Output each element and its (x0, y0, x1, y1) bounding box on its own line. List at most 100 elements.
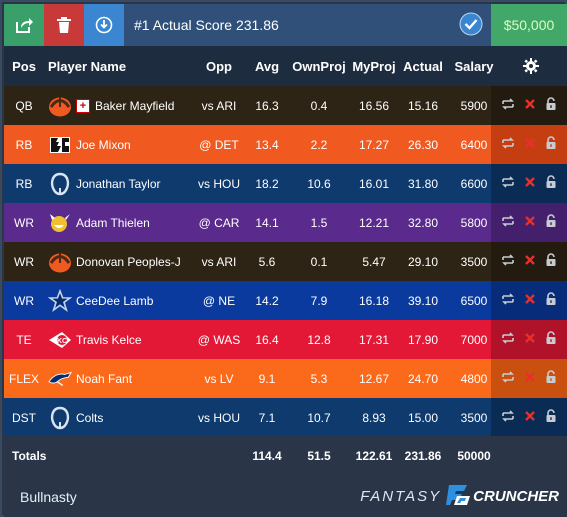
swap-icon[interactable] (501, 176, 515, 191)
swap-icon[interactable] (501, 371, 515, 386)
lock-icon[interactable] (545, 409, 557, 426)
player-myproj[interactable]: 16.01 (358, 176, 390, 191)
col-player[interactable]: Player Name (48, 58, 127, 74)
player-avg: 16.3 (255, 98, 279, 113)
x-remove-icon[interactable] (524, 137, 536, 152)
lineup-toolbar: #1 Actual Score 231.86 $50,000 (4, 4, 567, 46)
team-logo-icon (48, 250, 72, 274)
row-actions (491, 281, 567, 320)
player-opp: vs LV (204, 371, 234, 386)
lock-icon[interactable] (545, 370, 557, 387)
swap-icon[interactable] (501, 98, 515, 113)
table-row[interactable]: QB + Baker Mayfield vs ARI 16.3 0.4 16.56 15.16… (4, 86, 567, 125)
player-opp: vs HOU (198, 410, 240, 425)
table-row[interactable]: DST Colts vs HOU 7.1 10.7 8.93 15.00 3500 (4, 398, 567, 437)
player-myproj[interactable]: 5.47 (362, 254, 386, 269)
lock-icon[interactable] (545, 97, 557, 114)
player-opp: vs ARI (201, 98, 237, 113)
player-myproj[interactable]: 17.31 (358, 332, 390, 347)
swap-icon[interactable] (501, 254, 515, 269)
col-myproj[interactable]: MyProj (352, 58, 396, 74)
player-actual: 17.90 (407, 332, 439, 347)
lock-icon[interactable] (545, 214, 557, 231)
player-opp: vs HOU (198, 176, 240, 191)
table-row[interactable]: TE KC Travis Kelce @ WAS 16.4 12.8 17.31 17.90 7… (4, 320, 567, 359)
player-pos: WR (14, 215, 34, 230)
export-button[interactable] (4, 4, 44, 46)
x-remove-icon[interactable] (524, 371, 536, 386)
table-row[interactable]: RB Jonathan Taylor vs HOU 18.2 10.6 16.01 31.8… (4, 164, 567, 203)
table-row[interactable]: WR Adam Thielen @ CAR 14.1 1.5 12.21 32.80 5800 (4, 203, 567, 242)
player-cell[interactable]: CeeDee Lamb (44, 288, 192, 313)
player-myproj[interactable]: 12.21 (358, 215, 390, 230)
totals-ownproj: 51.5 (307, 449, 331, 463)
x-remove-icon[interactable] (524, 215, 536, 230)
totals-salary: 50000 (457, 449, 491, 463)
row-actions (491, 320, 567, 359)
player-actual: 39.10 (407, 293, 439, 308)
player-ownproj: 7.9 (310, 293, 328, 308)
team-logo-icon (48, 211, 72, 235)
player-cell[interactable]: + Baker Mayfield (44, 94, 192, 118)
download-button[interactable] (84, 4, 124, 46)
lock-icon[interactable] (545, 331, 557, 348)
lock-icon[interactable] (545, 175, 557, 192)
player-myproj[interactable]: 16.18 (358, 293, 390, 308)
col-avg[interactable]: Avg (254, 58, 280, 74)
fantasy-cruncher-logo: FANTASY CRUNCHER (360, 482, 567, 511)
lock-icon[interactable] (545, 292, 557, 309)
swap-icon[interactable] (501, 332, 515, 347)
player-myproj[interactable]: 16.56 (358, 98, 390, 113)
player-myproj[interactable]: 17.27 (358, 137, 390, 152)
select-lineup-check[interactable] (451, 4, 491, 46)
col-opp[interactable]: Opp (206, 58, 232, 74)
col-ownproj[interactable]: OwnProj (292, 58, 346, 74)
lock-icon[interactable] (545, 253, 557, 270)
player-cell[interactable]: Joe Mixon (44, 133, 192, 157)
player-cell[interactable]: Donovan Peoples-J (44, 250, 192, 274)
col-actual[interactable]: Actual (403, 58, 443, 74)
settings-button[interactable] (523, 58, 539, 77)
x-remove-icon[interactable] (524, 410, 536, 425)
swap-icon[interactable] (501, 215, 515, 230)
player-cell[interactable]: Adam Thielen (44, 211, 192, 235)
brand-mark-icon (445, 482, 471, 511)
player-name: Adam Thielen (76, 215, 150, 230)
player-avg: 5.6 (258, 254, 276, 269)
player-pos: WR (14, 293, 34, 308)
player-cell[interactable]: KC Travis Kelce (44, 328, 192, 352)
team-logo-icon (48, 367, 72, 391)
swap-icon[interactable] (501, 293, 515, 308)
x-remove-icon[interactable] (524, 98, 536, 113)
table-row[interactable]: WR Donovan Peoples-J vs ARI 5.6 0.1 5.47 29.10… (4, 242, 567, 281)
player-cell[interactable]: Colts (44, 406, 192, 430)
brand-cruncher-text: CRUNCHER (473, 488, 559, 505)
lock-icon[interactable] (545, 136, 557, 153)
table-row[interactable]: RB Joe Mixon @ DET 13.4 2.2 17.27 26.30 6400 (4, 125, 567, 164)
player-pos: DST (12, 410, 36, 425)
x-remove-icon[interactable] (524, 293, 536, 308)
row-actions (491, 164, 567, 203)
x-remove-icon[interactable] (524, 254, 536, 269)
salary-budget: $50,000 (491, 4, 567, 46)
team-logo-icon (48, 172, 72, 196)
x-remove-icon[interactable] (524, 176, 536, 191)
table-header: Pos Player Name Opp Avg OwnProj MyProj A… (4, 46, 567, 86)
player-cell[interactable]: Noah Fant (44, 367, 192, 391)
player-myproj[interactable]: 12.67 (358, 371, 390, 386)
player-avg: 13.4 (255, 137, 279, 152)
swap-icon[interactable] (501, 410, 515, 425)
player-cell[interactable]: Jonathan Taylor (44, 172, 192, 196)
col-salary[interactable]: Salary (454, 58, 494, 74)
totals-actual: 231.86 (404, 449, 442, 463)
x-remove-icon[interactable] (524, 332, 536, 347)
share-export-icon (14, 16, 34, 34)
table-row[interactable]: FLEX Noah Fant vs LV 9.1 5.3 12.67 24.70 4800 (4, 359, 567, 398)
player-myproj[interactable]: 8.93 (362, 410, 386, 425)
delete-lineup-button[interactable] (44, 4, 84, 46)
table-row[interactable]: WR CeeDee Lamb @ NE 14.2 7.9 16.18 39.10 6500 (4, 281, 567, 320)
player-salary: 6600 (460, 176, 488, 191)
col-pos[interactable]: Pos (12, 58, 36, 74)
swap-icon[interactable] (501, 137, 515, 152)
